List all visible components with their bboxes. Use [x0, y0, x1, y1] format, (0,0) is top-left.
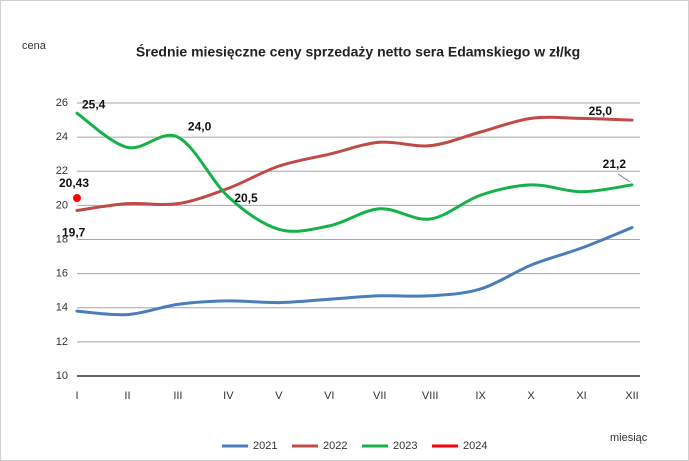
y-tick-label: 12	[56, 336, 68, 348]
legend-label: 2023	[393, 440, 417, 452]
data-label: 24,0	[188, 119, 212, 133]
y-tick-label: 26	[56, 97, 68, 109]
data-label: 21,2	[603, 157, 627, 171]
x-tick-label: V	[275, 390, 283, 402]
legend-label: 2022	[323, 440, 347, 452]
series-line	[75, 226, 634, 317]
y-tick-label: 20	[56, 199, 68, 211]
x-tick-label: IV	[223, 390, 234, 402]
data-label: 19,7	[62, 226, 86, 240]
x-axis-label: miesiąc	[610, 432, 648, 444]
y-tick-label: 14	[56, 302, 68, 314]
x-tick-label: II	[124, 390, 130, 402]
data-label: 20,5	[234, 191, 258, 205]
leader-line	[617, 173, 631, 183]
legend-label: 2021	[253, 440, 277, 452]
data-point	[73, 194, 81, 203]
y-tick-label: 10	[56, 370, 68, 382]
x-tick-label: I	[75, 390, 78, 402]
x-tick-label: XI	[576, 390, 586, 402]
x-tick-label: VIII	[422, 390, 439, 402]
series-line	[75, 111, 634, 233]
series-line	[75, 115, 634, 212]
x-tick-label: III	[173, 390, 182, 402]
y-tick-label: 16	[56, 268, 68, 280]
x-tick-label: VII	[373, 390, 386, 402]
y-tick-label: 18	[56, 233, 68, 245]
x-tick-label: VI	[324, 390, 334, 402]
x-tick-label: IX	[475, 390, 486, 402]
legend-label: 2024	[463, 440, 487, 452]
y-axis-label: cena	[22, 40, 47, 52]
data-label: 25,4	[82, 97, 106, 111]
data-label: 20,43	[59, 176, 89, 190]
y-tick-label: 22	[56, 165, 68, 177]
x-tick-label: XII	[625, 390, 638, 402]
chart-title: Średnie miesięczne ceny sprzedaży netto …	[136, 43, 580, 60]
y-tick-label: 24	[56, 131, 68, 143]
data-label: 25,0	[589, 104, 613, 118]
x-tick-label: X	[527, 390, 535, 402]
